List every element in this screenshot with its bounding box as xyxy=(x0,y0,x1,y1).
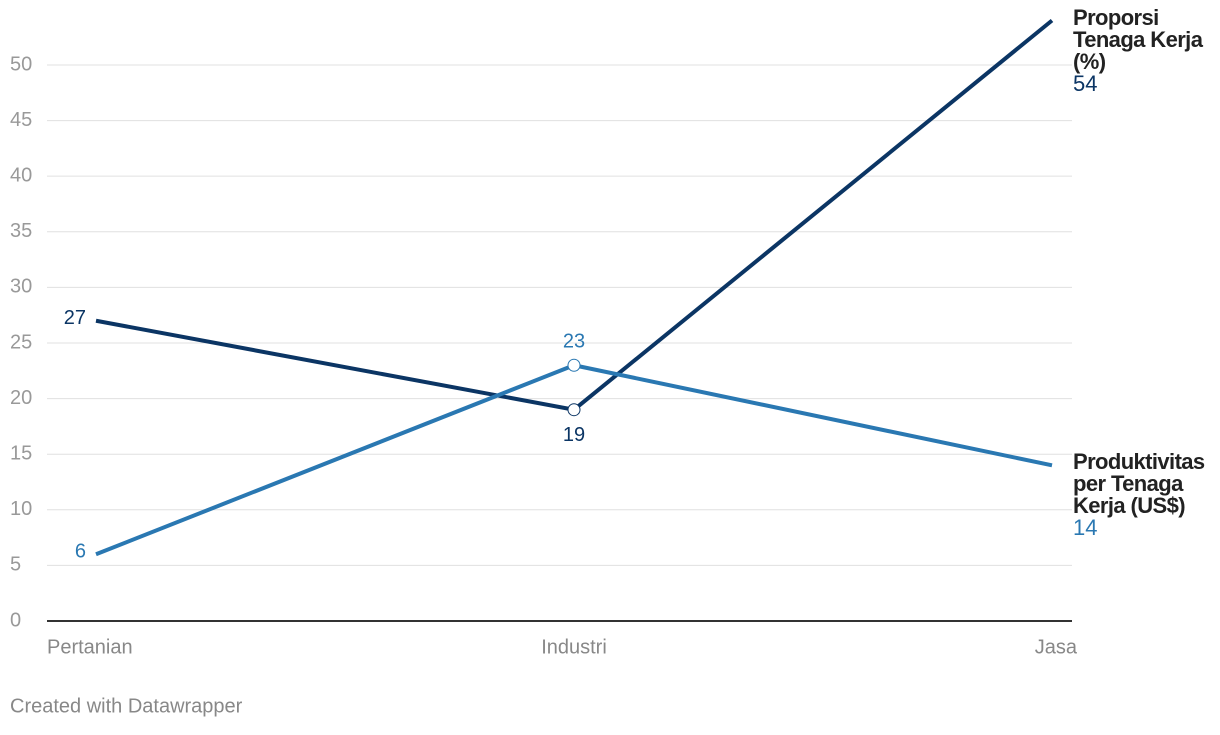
y-tick-label: 50 xyxy=(10,53,32,75)
series-label: Produktivitas per Tenaga Kerja (US$) 14 xyxy=(1073,451,1218,539)
y-tick-label: 25 xyxy=(10,331,32,353)
point xyxy=(567,358,581,372)
x-tick-label: Pertanian xyxy=(47,636,133,658)
data-label: 6 xyxy=(75,541,86,563)
y-tick-label: 5 xyxy=(10,554,21,576)
data-label: 54 xyxy=(1073,70,1098,96)
data-label: 27 xyxy=(64,307,86,329)
line xyxy=(95,363,1053,557)
data-label: 14 xyxy=(1073,515,1098,541)
y-tick-label: 15 xyxy=(10,442,32,464)
credit: Created with Datawrapper xyxy=(10,695,243,717)
y-tick-label: 40 xyxy=(10,164,32,186)
y-tick-label: 0 xyxy=(10,609,21,631)
y-tick-label: 45 xyxy=(10,109,32,131)
x-tick-label: Industri xyxy=(541,636,607,658)
y-tick-label: 10 xyxy=(10,498,32,520)
y-tick-label: 20 xyxy=(10,387,32,409)
series-label: Proporsi Tenaga Kerja (%) 54 xyxy=(1073,6,1218,96)
data-label: 19 xyxy=(563,424,585,446)
y-tick-label: 35 xyxy=(10,220,32,242)
data-label: 23 xyxy=(563,331,585,353)
y-tick-label: 30 xyxy=(10,276,32,298)
point xyxy=(567,403,581,417)
x-tick-label: Jasa xyxy=(1035,636,1078,658)
